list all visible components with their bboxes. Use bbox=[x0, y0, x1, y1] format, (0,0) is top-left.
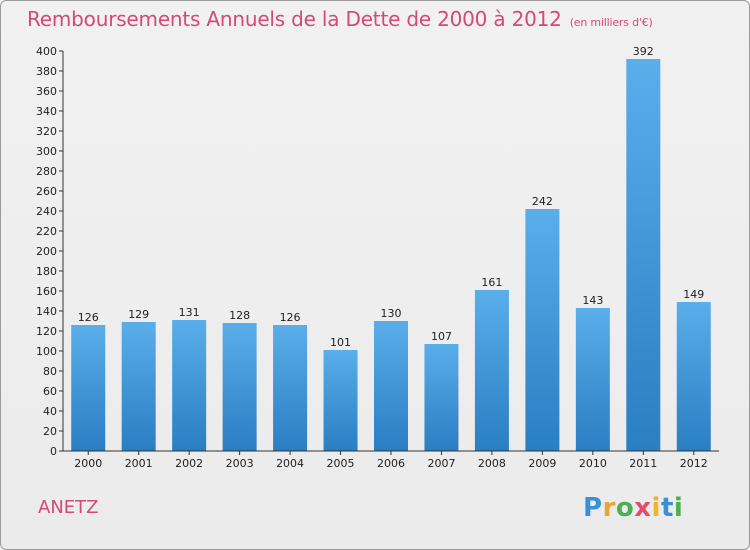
y-tick-label: 140 bbox=[36, 305, 57, 318]
chart-title: Remboursements Annuels de la Dette de 20… bbox=[27, 7, 653, 31]
logo-letter: x bbox=[634, 493, 652, 523]
y-axis: 0 20 40 60 80 100 120 140 160 180 200 220 240 260 280 3… bbox=[36, 45, 64, 458]
data-label-2002: 131 bbox=[179, 306, 200, 319]
data-label-2008: 161 bbox=[481, 276, 502, 289]
x-tick-label-2005: 2005 bbox=[327, 457, 355, 470]
y-tick-label: 20 bbox=[43, 425, 57, 438]
bar-2009 bbox=[525, 209, 560, 451]
x-tick-label-2010: 2010 bbox=[579, 457, 607, 470]
x-tick-label-2006: 2006 bbox=[377, 457, 405, 470]
data-label-2001: 129 bbox=[128, 308, 149, 321]
x-axis: 2000 2001 2002 2003 2004 2005 2006 2007 2008 2009… bbox=[63, 450, 719, 470]
data-label-2003: 128 bbox=[229, 309, 250, 322]
data-label-2009: 242 bbox=[532, 195, 553, 208]
data-label-2004: 126 bbox=[280, 311, 301, 324]
x-tick-label-2000: 2000 bbox=[74, 457, 102, 470]
bar-2003 bbox=[222, 323, 257, 451]
x-tick-label-2012: 2012 bbox=[680, 457, 708, 470]
y-tick-label: 40 bbox=[43, 405, 57, 418]
logo-letter: P bbox=[583, 493, 603, 523]
y-tick-label: 340 bbox=[36, 105, 57, 118]
bar-2010 bbox=[575, 308, 610, 451]
y-tick-label: 0 bbox=[50, 445, 57, 458]
x-tick-label-2009: 2009 bbox=[528, 457, 556, 470]
x-tick-label-2007: 2007 bbox=[427, 457, 455, 470]
logo-letter: o bbox=[615, 493, 635, 523]
y-tick-label: 240 bbox=[36, 205, 57, 218]
bar-2006 bbox=[374, 321, 408, 451]
data-label-2005: 101 bbox=[330, 336, 351, 349]
x-tick-label-2011: 2011 bbox=[629, 457, 657, 470]
logo-letter: i bbox=[651, 493, 661, 523]
chart-subtitle: (en milliers d'€) bbox=[569, 16, 653, 29]
data-label-2010: 143 bbox=[582, 294, 603, 307]
data-label-2012: 149 bbox=[683, 288, 704, 301]
proxiti-logo: Proxiti bbox=[583, 493, 683, 523]
bar-2001 bbox=[121, 322, 156, 451]
x-tick-label-2001: 2001 bbox=[125, 457, 153, 470]
x-tick-label-2002: 2002 bbox=[175, 457, 203, 470]
logo-letter: r bbox=[602, 493, 616, 523]
y-tick-label: 180 bbox=[36, 265, 57, 278]
data-label-2006: 130 bbox=[381, 307, 402, 320]
y-tick-label: 100 bbox=[36, 345, 57, 358]
y-tick-label: 80 bbox=[43, 365, 57, 378]
x-tick-label-2003: 2003 bbox=[226, 457, 254, 470]
data-label-2007: 107 bbox=[431, 330, 452, 343]
y-tick-label: 300 bbox=[36, 145, 57, 158]
y-tick-label: 400 bbox=[36, 45, 57, 58]
y-tick-label: 320 bbox=[36, 125, 57, 138]
data-label-2000: 126 bbox=[78, 311, 99, 324]
y-tick-label: 360 bbox=[36, 85, 57, 98]
bar-2005 bbox=[323, 350, 358, 451]
y-tick-label: 380 bbox=[36, 65, 57, 78]
commune-name: ANETZ bbox=[38, 497, 99, 518]
logo-letter: i bbox=[673, 493, 684, 523]
x-tick-label-2004: 2004 bbox=[276, 457, 304, 470]
logo-letter: t bbox=[660, 493, 674, 523]
bar-2011 bbox=[626, 59, 661, 451]
bar-2012 bbox=[676, 302, 711, 451]
bar-2007 bbox=[424, 344, 459, 451]
x-tick-label-2008: 2008 bbox=[478, 457, 506, 470]
y-tick-label: 120 bbox=[36, 325, 57, 338]
y-tick-label: 260 bbox=[36, 185, 57, 198]
bar-2000 bbox=[71, 325, 106, 451]
bars: 126 129 131 128 126 101 130 107 161 242 143 392 149 bbox=[71, 45, 711, 451]
y-tick-label: 160 bbox=[36, 285, 57, 298]
bar-2008 bbox=[474, 290, 509, 451]
y-tick-label: 220 bbox=[36, 225, 57, 238]
y-tick-label: 60 bbox=[43, 385, 57, 398]
data-label-2011: 392 bbox=[633, 45, 654, 58]
bar-2004 bbox=[273, 325, 308, 451]
y-tick-label: 200 bbox=[36, 245, 57, 258]
bar-2002 bbox=[172, 320, 207, 451]
y-tick-label: 280 bbox=[36, 165, 57, 178]
